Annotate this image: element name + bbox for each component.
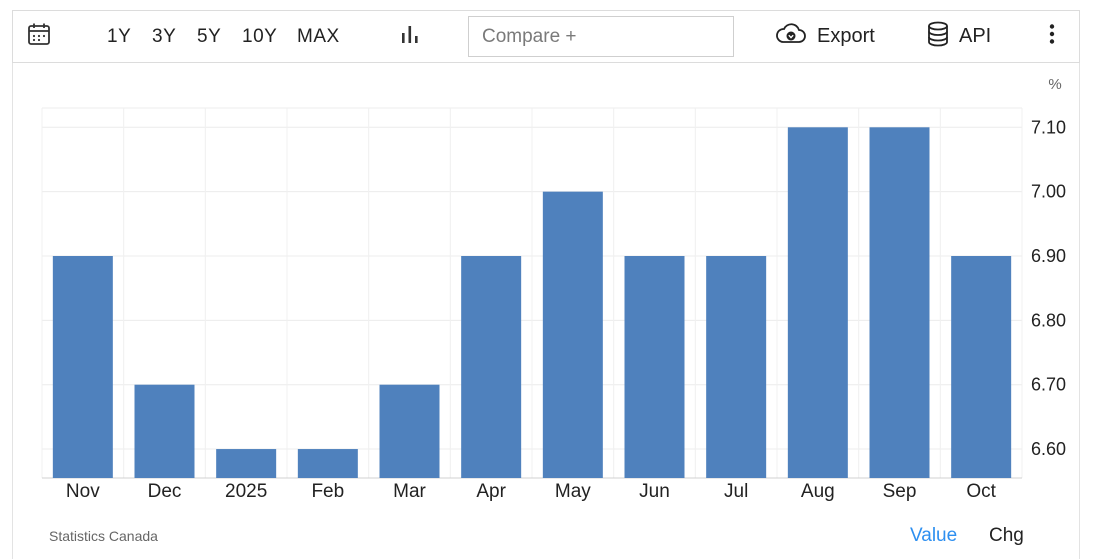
- api-label: API: [959, 25, 992, 47]
- compare-input[interactable]: [468, 16, 734, 57]
- x-tick-label: Sep: [883, 481, 917, 502]
- bar-aug[interactable]: [787, 127, 848, 478]
- cloud-download-icon: [775, 22, 807, 52]
- x-tick-label: Aug: [801, 481, 835, 502]
- x-tick-label: Jun: [639, 481, 670, 502]
- bar-nov[interactable]: [52, 256, 113, 478]
- x-tick-label: Mar: [393, 481, 426, 502]
- chart-type-button[interactable]: [400, 11, 420, 62]
- calendar-button[interactable]: [27, 11, 51, 62]
- x-tick-label: Apr: [476, 481, 506, 502]
- y-axis-labels: 6.60 6.70 6.80 6.90 7.00 7.10: [1031, 117, 1066, 459]
- bar-chart: Nov Dec 2025 Feb Mar Apr May Jun Jul Aug Sep Oct 6.…: [41, 76, 1066, 502]
- x-tick-label: May: [555, 481, 591, 502]
- export-button[interactable]: Export: [775, 11, 875, 62]
- bar-chart-icon: [400, 24, 420, 50]
- range-1y-button[interactable]: 1Y: [107, 25, 132, 47]
- x-axis-labels: Nov Dec 2025 Feb Mar Apr May Jun Jul Aug Sep Oct: [66, 481, 997, 502]
- range-3y-button[interactable]: 3Y: [152, 25, 177, 47]
- range-max-button[interactable]: MAX: [297, 25, 340, 47]
- source-label: Statistics Canada: [49, 528, 158, 544]
- bar-2025[interactable]: [216, 449, 277, 478]
- y-tick-label: 7.10: [1031, 117, 1066, 137]
- range-5y-button[interactable]: 5Y: [197, 25, 222, 47]
- y-tick-label: 7.00: [1031, 182, 1066, 202]
- bar-may[interactable]: [542, 191, 603, 479]
- x-tick-label: Dec: [148, 481, 182, 502]
- bar-jun[interactable]: [624, 256, 685, 478]
- export-label: Export: [817, 25, 875, 47]
- more-options-button[interactable]: [1048, 11, 1056, 62]
- x-tick-label: Nov: [66, 481, 100, 502]
- bar-jul[interactable]: [706, 256, 767, 478]
- value-toggle[interactable]: Value: [910, 525, 958, 546]
- range-10y-button[interactable]: 10Y: [242, 25, 278, 47]
- bar-mar[interactable]: [379, 384, 440, 478]
- y-tick-label: 6.60: [1031, 439, 1066, 459]
- x-tick-label: Feb: [311, 481, 344, 502]
- y-axis-unit: %: [1048, 76, 1061, 93]
- more-vertical-icon: [1048, 23, 1056, 51]
- bar-apr[interactable]: [461, 256, 522, 478]
- y-tick-label: 6.70: [1031, 375, 1066, 395]
- x-tick-label: Oct: [966, 481, 996, 502]
- x-tick-label: Jul: [724, 481, 748, 502]
- chart-toolbar: 1Y 3Y 5Y 10Y MAX Export: [12, 10, 1080, 63]
- chg-toggle[interactable]: Chg: [989, 525, 1024, 546]
- database-icon: [927, 21, 949, 53]
- chart-bars: [52, 127, 1012, 479]
- bar-sep[interactable]: [869, 127, 930, 478]
- bar-dec[interactable]: [134, 384, 195, 478]
- calendar-icon: [27, 22, 51, 52]
- x-tick-label: 2025: [225, 481, 267, 502]
- bar-feb[interactable]: [297, 449, 358, 478]
- chart-gridlines: [41, 107, 1023, 479]
- y-tick-label: 6.90: [1031, 246, 1066, 266]
- bar-oct[interactable]: [951, 256, 1012, 478]
- y-tick-label: 6.80: [1031, 310, 1066, 330]
- api-button[interactable]: API: [927, 11, 991, 62]
